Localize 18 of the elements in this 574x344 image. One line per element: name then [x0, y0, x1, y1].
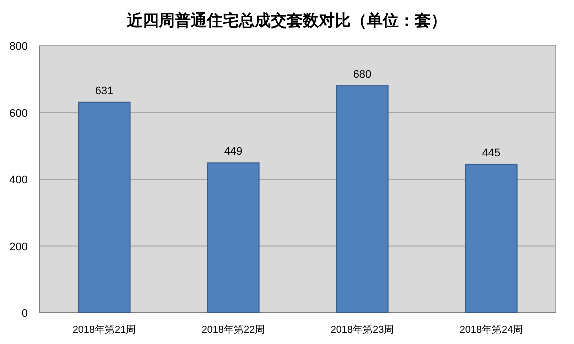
- x-tick-label: 2018年第21周: [72, 324, 136, 336]
- y-tick-label: 400: [10, 174, 28, 186]
- x-tick-label: 2018年第24周: [460, 324, 524, 336]
- data-label: 631: [95, 85, 114, 98]
- y-tick-label: 800: [10, 41, 28, 53]
- y-tick-label: 600: [10, 108, 28, 120]
- bar: [336, 86, 389, 314]
- bar: [465, 164, 518, 314]
- data-label: 445: [482, 147, 501, 160]
- bar: [207, 162, 260, 314]
- chart-title: 近四周普通住宅总成交套数对比（单位：套）: [126, 11, 447, 30]
- data-label: 449: [224, 146, 243, 158]
- x-tick-label: 2018年第23周: [330, 324, 394, 336]
- data-label: 680: [353, 69, 372, 82]
- x-tick-label: 2018年第22周: [202, 324, 266, 336]
- y-tick-label: 0: [22, 308, 28, 320]
- y-tick-label: 200: [10, 241, 28, 254]
- bar: [78, 102, 131, 314]
